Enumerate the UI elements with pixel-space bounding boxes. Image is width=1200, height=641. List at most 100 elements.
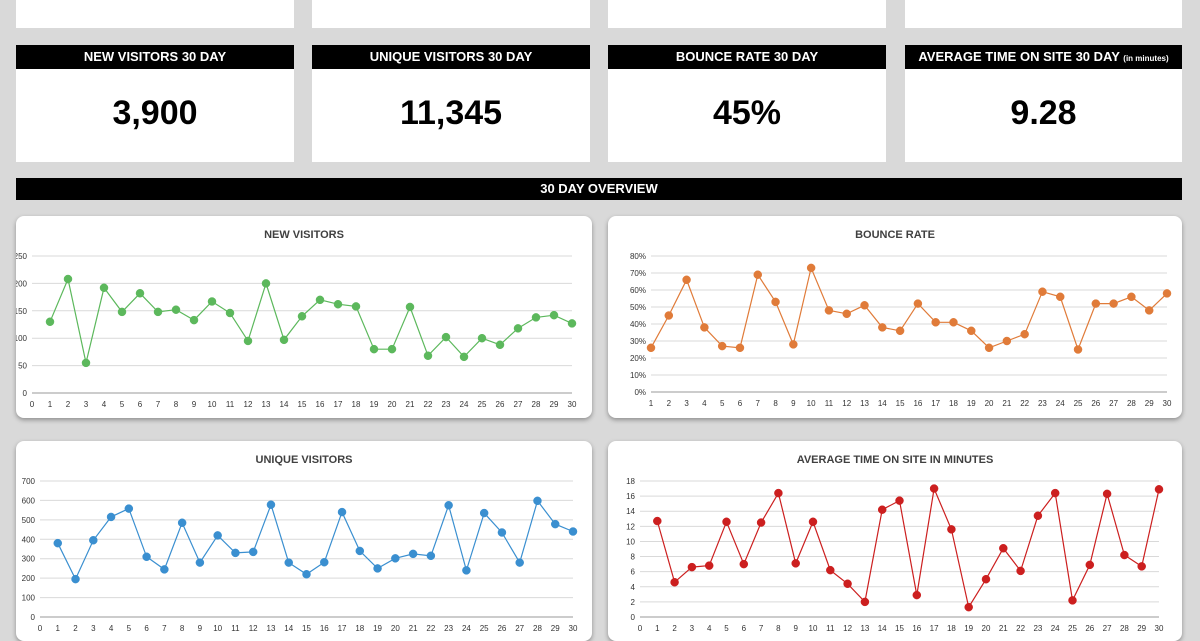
average-time-on-site-in-minutes-data-point <box>877 505 887 514</box>
x-tick-label: 2 <box>667 399 672 408</box>
x-tick-label: 7 <box>756 399 761 408</box>
bounce-rate-data-point <box>1038 287 1047 296</box>
new-visitors-data-point <box>243 336 253 346</box>
average-time-on-site-in-minutes-data-point <box>826 565 835 575</box>
average-time-on-site-in-minutes-data-point <box>670 577 679 587</box>
y-tick-label: 200 <box>22 574 36 583</box>
x-tick-label: 15 <box>896 399 905 408</box>
y-tick-label: 250 <box>16 252 28 261</box>
x-tick-label: 9 <box>192 400 197 409</box>
x-tick-label: 0 <box>638 624 643 633</box>
x-tick-label: 15 <box>298 400 307 409</box>
bounce-rate-data-point <box>931 318 940 327</box>
bounce-rate-data-point <box>682 275 691 285</box>
y-tick-label: 50 <box>18 362 27 371</box>
new-visitors-data-point <box>549 310 559 320</box>
unique-visitors-data-point <box>373 564 382 573</box>
unique-visitors-data-point <box>426 551 436 561</box>
chart-bounce-rate: BOUNCE RATE 0% 10% 20% 30% 40% 50% 60% 70% 80% 1 2 3… <box>608 216 1182 418</box>
bounce-rate-data-point <box>753 270 763 279</box>
chart-average-time-on-site: AVERAGE TIME ON SITE IN MINUTES 0 2 4 6 8 10 12… <box>608 441 1182 641</box>
x-tick-label: 10 <box>809 624 818 633</box>
x-tick-label: 4 <box>102 400 107 409</box>
y-tick-label: 14 <box>626 507 635 516</box>
x-tick-label: 9 <box>793 624 798 633</box>
unique-visitors-data-point <box>302 570 311 579</box>
bounce-rate-data-point <box>1127 292 1136 302</box>
x-tick-label: 0 <box>38 624 43 633</box>
unique-visitors-data-point <box>231 548 240 558</box>
kpi-box-top-1 <box>16 0 294 28</box>
average-time-on-site-in-minutes-data-point <box>1033 511 1043 521</box>
kpi-box-top-4 <box>905 0 1182 28</box>
average-time-on-site-in-minutes-data-point <box>981 574 991 584</box>
x-tick-label: 3 <box>690 624 695 633</box>
bounce-rate-data-point <box>717 341 727 351</box>
new-visitors-data-point <box>567 319 577 328</box>
average-time-on-site-in-minutes-data-point <box>1154 485 1164 494</box>
bounce-rate-data-point <box>967 326 976 336</box>
x-tick-label: 18 <box>947 624 956 633</box>
x-tick-label: 25 <box>1068 624 1077 633</box>
y-tick-label: 4 <box>631 583 636 592</box>
x-tick-label: 28 <box>1127 399 1136 408</box>
bounce-rate-data-point <box>735 343 745 353</box>
x-tick-label: 29 <box>1137 624 1146 633</box>
average-time-on-site-in-minutes-data-point <box>1016 566 1025 576</box>
kpi-label-suffix: (in minutes) <box>1123 54 1169 63</box>
x-tick-label: 21 <box>1002 399 1011 408</box>
x-tick-label: 23 <box>1038 399 1047 408</box>
x-tick-label: 19 <box>964 624 973 633</box>
average-time-on-site-in-minutes-data-point <box>791 559 800 568</box>
x-tick-label: 6 <box>742 624 747 633</box>
y-tick-label: 200 <box>16 279 28 288</box>
x-tick-label: 28 <box>533 624 542 633</box>
chart-title: UNIQUE VISITORS <box>256 454 353 466</box>
bounce-rate-data-point <box>1162 289 1172 298</box>
kpi-box-top-2 <box>312 0 590 28</box>
x-tick-label: 26 <box>1091 399 1100 408</box>
y-tick-label: 6 <box>631 568 636 577</box>
kpi-value: 9.28 <box>1010 94 1077 132</box>
bounce-rate-series-line <box>650 265 1168 352</box>
unique-visitors-data-point <box>320 557 329 567</box>
unique-visitors-data-point <box>284 558 293 567</box>
y-tick-label: 700 <box>22 477 36 486</box>
x-tick-label: 19 <box>373 624 382 633</box>
unique-visitors-data-point <box>391 554 400 563</box>
x-tick-label: 11 <box>226 400 235 409</box>
x-tick-label: 15 <box>302 624 311 633</box>
new-visitors-data-point <box>225 308 235 318</box>
x-tick-label: 19 <box>967 399 976 408</box>
x-tick-label: 14 <box>878 399 887 408</box>
x-tick-label: 2 <box>73 624 78 633</box>
unique-visitors-data-point <box>106 512 116 522</box>
y-tick-label: 20% <box>630 354 646 363</box>
kpi-bounce-rate: BOUNCE RATE 30 DAY 45% <box>608 45 886 162</box>
bounce-rate-data-point <box>984 343 994 353</box>
x-tick-label: 23 <box>442 400 451 409</box>
average-time-on-site-in-minutes-data-point <box>756 518 766 527</box>
bounce-rate-data-point <box>895 326 905 336</box>
y-tick-label: 40% <box>630 320 646 329</box>
new-visitors-data-point <box>333 299 343 309</box>
x-tick-label: 29 <box>551 624 560 633</box>
bounce-rate-data-point <box>806 263 816 273</box>
x-tick-label: 30 <box>569 624 578 633</box>
new-visitors-data-point <box>405 302 415 312</box>
x-tick-label: 1 <box>649 399 654 408</box>
average-time-on-site-in-minutes-data-point <box>999 543 1008 553</box>
x-tick-label: 14 <box>878 624 887 633</box>
unique-visitors-data-point <box>479 508 489 518</box>
kpi-label: AVERAGE TIME ON SITE 30 DAY (in minutes) <box>905 45 1182 69</box>
average-time-on-site-in-minutes-data-point <box>704 561 714 570</box>
average-time-on-site-in-minutes-data-point <box>843 579 852 589</box>
x-tick-label: 16 <box>912 624 921 633</box>
new-visitors-data-point <box>495 340 505 350</box>
x-tick-label: 13 <box>262 400 271 409</box>
new-visitors-data-point <box>117 307 127 317</box>
x-tick-label: 3 <box>684 399 689 408</box>
x-tick-label: 29 <box>550 400 559 409</box>
new-visitors-data-point <box>45 317 55 327</box>
